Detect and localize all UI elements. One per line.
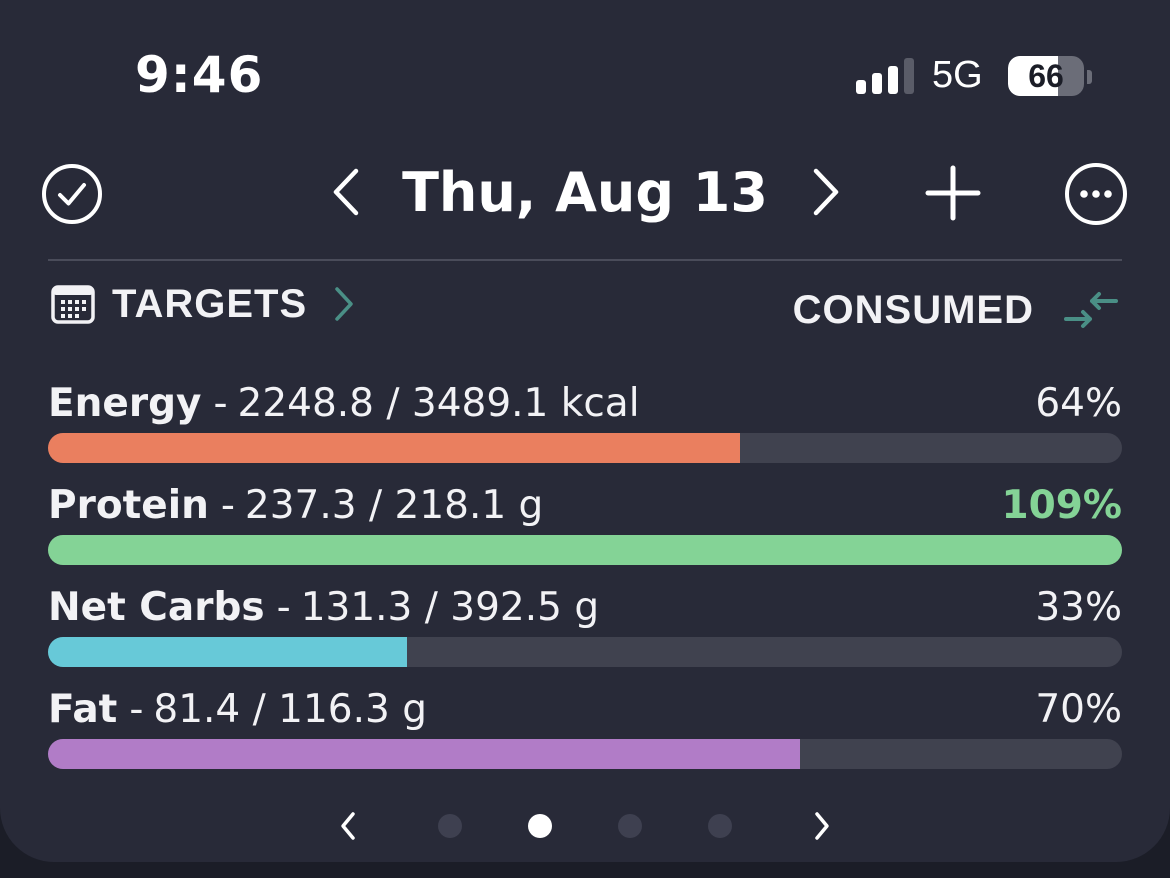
nutrient-percent: 109% xyxy=(1001,482,1123,528)
nutrient-name: Protein xyxy=(48,482,209,528)
battery-tip xyxy=(1087,70,1092,84)
chevron-left-icon xyxy=(333,168,359,216)
add-entry-button[interactable] xyxy=(920,160,986,226)
progress-fill xyxy=(48,739,800,769)
nutrient-percent: 70% xyxy=(1035,686,1122,732)
pager-dot[interactable] xyxy=(528,814,552,838)
nutrient-value: 2248.8 / 3489.1 kcal xyxy=(237,380,640,426)
battery-level xyxy=(1008,56,1059,96)
nutrient-value: 237.3 / 218.1 g xyxy=(244,482,544,528)
nutrient-row-fat[interactable]: Fat - 81.4 / 116.3 g 70% xyxy=(48,684,1122,772)
chevron-right-icon xyxy=(813,168,839,216)
nutrient-row-net-carbs[interactable]: Net Carbs - 131.3 / 392.5 g 33% xyxy=(48,582,1122,670)
nutrient-separator: - xyxy=(129,686,144,732)
nutrient-separator: - xyxy=(213,380,228,426)
complete-day-button[interactable] xyxy=(40,162,104,226)
more-circle-icon xyxy=(1065,163,1127,225)
nutrient-percent: 64% xyxy=(1035,380,1122,426)
progress-fill xyxy=(48,535,1122,565)
nutrient-name: Net Carbs xyxy=(48,584,265,630)
next-day-button[interactable] xyxy=(800,162,854,222)
chevron-left-icon xyxy=(341,812,355,840)
progress-track xyxy=(48,433,1122,463)
signal-bar xyxy=(904,58,914,94)
signal-icon xyxy=(856,56,916,94)
pager-next-button[interactable] xyxy=(802,806,842,846)
progress-track xyxy=(48,739,1122,769)
progress-fill xyxy=(48,637,407,667)
pager-dot[interactable] xyxy=(618,814,642,838)
previous-day-button[interactable] xyxy=(318,162,372,222)
nutrient-row-energy[interactable]: Energy - 2248.8 / 3489.1 kcal 64% xyxy=(48,378,1122,466)
targets-button[interactable]: TARGETS xyxy=(50,276,355,332)
consumed-toggle[interactable]: CONSUMED xyxy=(793,282,1120,338)
battery-icon: 66 xyxy=(1008,56,1084,96)
header-divider xyxy=(48,259,1122,261)
pager-previous-button[interactable] xyxy=(328,806,368,846)
progress-track xyxy=(48,637,1122,667)
nutrient-value: 81.4 / 116.3 g xyxy=(153,686,427,732)
targets-label: TARGETS xyxy=(112,281,308,326)
pager-dot[interactable] xyxy=(438,814,462,838)
nutrient-separator: - xyxy=(220,482,235,528)
status-time: 9:46 xyxy=(135,46,264,104)
signal-bar xyxy=(872,73,882,94)
calendar-icon xyxy=(51,285,95,324)
pager-dot[interactable] xyxy=(708,814,732,838)
nutrient-separator: - xyxy=(276,584,291,630)
chevron-right-icon xyxy=(335,287,353,321)
current-date[interactable]: Thu, Aug 13 xyxy=(402,161,768,224)
nutrient-row-protein[interactable]: Protein - 237.3 / 218.1 g 109% xyxy=(48,480,1122,568)
signal-bar xyxy=(888,66,898,94)
plus-icon xyxy=(925,165,981,221)
swap-arrows-icon xyxy=(1064,292,1118,328)
nutrient-name: Fat xyxy=(48,686,118,732)
chevron-right-icon xyxy=(815,812,829,840)
progress-fill xyxy=(48,433,740,463)
nutrient-percent: 33% xyxy=(1035,584,1122,630)
progress-track xyxy=(48,535,1122,565)
signal-bar xyxy=(856,80,866,94)
consumed-label: CONSUMED xyxy=(792,287,1034,332)
network-type: 5G xyxy=(932,54,983,96)
more-options-button[interactable] xyxy=(1062,160,1130,228)
check-circle-icon xyxy=(42,164,102,224)
battery-percent: 66 xyxy=(1028,58,1064,94)
nutrient-value: 131.3 / 392.5 g xyxy=(300,584,600,630)
nutrient-name: Energy xyxy=(48,380,202,426)
